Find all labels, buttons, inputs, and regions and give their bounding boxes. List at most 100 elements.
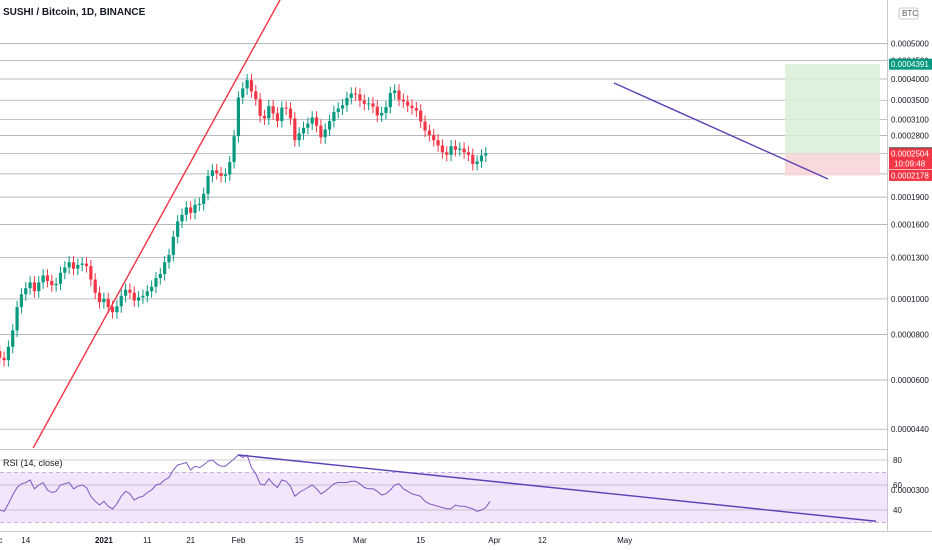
candle-body [367, 103, 371, 105]
candle-body [280, 107, 284, 121]
time-axis[interactable]: Dec 14 2021 11 21 Feb 15 Mar 15 Apr 12 May [0, 0, 632, 545]
candle-body [171, 236, 175, 255]
candle-body [262, 115, 267, 119]
candle-body [0, 351, 2, 358]
candle-body [89, 266, 93, 280]
candle-body [154, 278, 158, 287]
candle-body [301, 127, 306, 134]
price-tick-label: 0.0002800 [891, 132, 929, 141]
candle-body [176, 221, 180, 237]
time-tick-label: Apr [488, 536, 501, 545]
candle-body [202, 193, 206, 204]
candle-body [388, 93, 392, 108]
candle-body [475, 161, 479, 165]
candle-body [236, 97, 241, 137]
price-tick-label: 0.0001000 [891, 295, 929, 304]
price-markers: 0.00043910.00025120.00021780.000250410:0… [889, 58, 932, 181]
candle-body [362, 100, 366, 104]
candle-body [327, 120, 332, 130]
candle-body [436, 140, 440, 146]
candle-body [197, 203, 201, 205]
candle-body [219, 173, 223, 177]
candle-body [310, 117, 314, 124]
rsi-tick-label: 60 [893, 481, 902, 490]
candle-body [102, 298, 106, 303]
candle-body [271, 106, 275, 114]
candle-body [67, 262, 71, 268]
time-tick-label: 21 [186, 536, 195, 545]
candle-body [440, 145, 444, 153]
price-tick-label: 0.0004000 [891, 75, 929, 84]
price-tick-label: 0.0003100 [891, 115, 929, 124]
rsi-title: RSI (14, close) [3, 458, 63, 468]
candle-body [19, 294, 24, 308]
time-tick-label: 15 [295, 536, 304, 545]
candle-body [479, 155, 484, 162]
time-tick-label: Feb [232, 536, 246, 545]
target-zone [785, 64, 880, 154]
price-tick-label: 0.0005000 [891, 40, 929, 49]
candle-body [123, 289, 128, 296]
target-price-marker-box [889, 58, 932, 70]
rsi-tick-label: 40 [893, 506, 902, 515]
countdown-label: 10:09:48 [894, 159, 926, 168]
currency-badge[interactable] [898, 7, 919, 20]
rsi-axis[interactable]: 80 60 40 [893, 456, 902, 515]
candle-body [332, 111, 336, 121]
candle-body [158, 274, 162, 279]
candle-body [50, 280, 54, 286]
candle-body [445, 152, 449, 155]
candle-body [84, 263, 89, 267]
candle-body [254, 91, 258, 100]
candle-body [306, 123, 310, 128]
rsi-band [0, 472, 887, 523]
candle-body [41, 275, 45, 283]
time-tick-label: 12 [538, 536, 547, 545]
candle-body [54, 283, 58, 286]
candle-body [267, 106, 271, 119]
candle-body [284, 107, 288, 109]
currency-label: BTC [902, 9, 918, 18]
price-tick-label: 0.0001300 [891, 253, 929, 262]
price-tick-label: 0.0000440 [891, 425, 929, 434]
candle-body [297, 133, 301, 141]
candle-body [223, 174, 227, 177]
price-tick-label: 0.0001900 [891, 193, 929, 202]
stop-zone [785, 153, 880, 176]
candle-body [319, 125, 323, 138]
candle-body [466, 152, 471, 155]
candle-body [401, 99, 405, 102]
candle-body [336, 108, 340, 112]
time-tick-label: Mar [353, 536, 367, 545]
time-tick-label: 14 [21, 536, 30, 545]
price-tick-label: 0.0000800 [891, 330, 929, 339]
candle-body [11, 330, 15, 347]
price-channel [32, 0, 281, 448]
candle-body [249, 80, 254, 92]
candle-body [258, 99, 262, 116]
candle-body [63, 267, 67, 273]
channel-lower-line [32, 0, 281, 448]
price-trendline [613, 82, 829, 180]
candle-body [45, 275, 50, 281]
candlestick-series [0, 73, 488, 367]
candle-body [2, 357, 6, 361]
symbol-title: SUSHI / Bitcoin, 1D, BINANCE [3, 7, 146, 18]
candle-body [358, 94, 362, 101]
price-axis[interactable]: 0.00050000.00045000.00040000.00035000.00… [891, 40, 929, 495]
candle-body [380, 112, 384, 116]
candle-body [132, 292, 136, 301]
candle-body [241, 88, 245, 98]
candle-body [80, 263, 84, 265]
candle-body [449, 146, 453, 155]
price-tick-label: 0.0003500 [891, 96, 929, 105]
candle-body [397, 90, 401, 100]
candle-body [189, 207, 193, 213]
candle-body [206, 176, 210, 194]
candle-body [93, 279, 97, 293]
candle-body [340, 105, 345, 109]
price-tick-label: 0.0001600 [891, 220, 929, 229]
channel-upper-line [32, 0, 281, 448]
candle-body [484, 153, 488, 156]
